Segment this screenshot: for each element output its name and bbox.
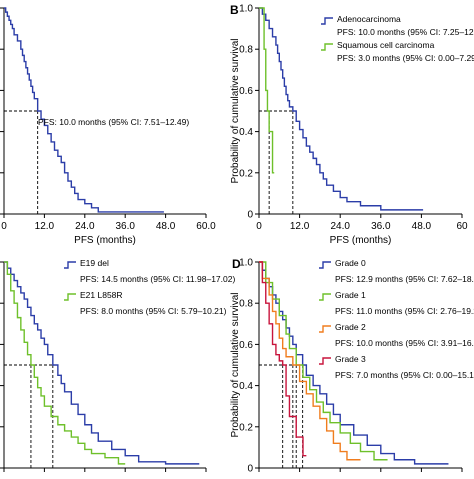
x-tick-label: 48.0 — [156, 221, 176, 232]
x-tick-label: 12.0 — [290, 221, 310, 232]
legend-swatch — [319, 293, 331, 301]
x-tick-label: 0 — [1, 221, 7, 232]
y-tick-label: 0.8 — [239, 45, 253, 56]
series-line-pfs — [4, 7, 164, 213]
series-line-e19-del — [4, 261, 200, 465]
legend-annotation: PFS: 10.0 months (95% CI: 3.91–16.07) — [335, 338, 474, 348]
series-line-squamous-cell-carcinoma — [259, 7, 275, 174]
series-line-grade-3 — [259, 261, 307, 457]
legend-label: Grade 3 — [335, 354, 366, 364]
x-tick-label: 24.0 — [75, 221, 95, 232]
x-tick-label: 12.0 — [35, 221, 55, 232]
y-tick-label: 0.2 — [239, 422, 253, 433]
y-tick-label: 0.4 — [239, 127, 253, 138]
legend-swatch — [319, 357, 331, 365]
legend-label: E21 L858R — [80, 290, 123, 300]
y-tick-label: 0.2 — [239, 168, 253, 179]
x-tick-label: 48.0 — [412, 221, 432, 232]
x-tick-label: 36.0 — [371, 221, 391, 232]
x-tick-label: 0 — [256, 221, 262, 232]
x-tick-label: 24.0 — [330, 221, 350, 232]
x-tick-label: 36.0 — [115, 221, 135, 232]
panel-b: 0 12.0 24.0 36.0 48.0 60 0 0.2 0.4 0.6 0.8 1.0 PFS (… — [230, 3, 474, 246]
panel-c: E19 del PFS: 14.5 months (95% CI: 11.98–1… — [0, 258, 235, 472]
legend-label: Grade 0 — [335, 258, 366, 268]
legend-swatch — [319, 261, 331, 269]
series-line-grade-1 — [259, 261, 388, 461]
legend-annotation: PFS: 10.0 months (95% CI: 7.25–12.75) — [337, 27, 474, 37]
legend-annotation: PFS: 11.0 months (95% CI: 2.76–19.24) — [335, 306, 474, 316]
y-tick-label: 0.6 — [239, 86, 253, 97]
panel-a: 0 12.0 24.0 36.0 48.0 60.0 PFS (months) PFS: 10… — [0, 7, 216, 246]
panel-d: 0 0.2 0.4 0.6 0.8 1.0 Probability of cumulativ… — [230, 257, 474, 475]
y-axis-label: Probability of cumulative survival — [230, 38, 241, 183]
y-tick-label: 0.6 — [239, 340, 253, 351]
legend-label: Grade 1 — [335, 290, 366, 300]
panel-label: B — [230, 3, 239, 17]
y-tick-label: 0.8 — [239, 299, 253, 310]
x-axis-label: PFS (months) — [330, 235, 392, 246]
y-tick-label: 0 — [247, 210, 253, 221]
legend-swatch — [321, 43, 333, 51]
panel-label: D — [232, 257, 241, 271]
legend-label: Grade 2 — [335, 322, 366, 332]
series-line-grade-2 — [259, 261, 361, 461]
x-tick-label: 60.0 — [196, 221, 216, 232]
legend-annotation: PFS: 14.5 months (95% CI: 11.98–17.02) — [80, 274, 235, 284]
y-tick-label: 1.0 — [239, 4, 253, 15]
y-tick-label: 1.0 — [239, 258, 253, 269]
legend-label: E19 del — [80, 258, 109, 268]
x-axis-label: PFS (months) — [74, 235, 136, 246]
median-annotation: PFS: 10.0 months (95% CI: 7.51–12.49) — [38, 117, 189, 127]
legend-annotation: PFS: 3.0 months (95% CI: 0.00–7.29) — [337, 53, 474, 63]
legend-label: Squamous cell carcinoma — [337, 40, 435, 50]
legend-swatch — [319, 325, 331, 333]
series-line-e21-l858r — [4, 261, 126, 465]
series-line-adenocarcinoma — [259, 7, 424, 211]
y-tick-label: 0.4 — [239, 381, 253, 392]
legend-swatch — [64, 261, 76, 269]
legend-annotation: PFS: 12.9 months (95% CI: 7.62–18.18) — [335, 274, 474, 284]
x-tick-label: 60 — [456, 221, 468, 232]
legend-annotation: PFS: 8.0 months (95% CI: 5.79–10.21) — [80, 306, 227, 316]
y-tick-label: 0 — [247, 464, 253, 475]
legend-annotation: PFS: 7.0 months (95% CI: 0.00–15.19) — [335, 370, 474, 380]
y-axis-label: Probability of cumulative survival — [230, 292, 241, 437]
legend-swatch — [321, 17, 333, 25]
legend-swatch — [64, 293, 76, 301]
legend-label: Adenocarcinoma — [337, 14, 401, 24]
